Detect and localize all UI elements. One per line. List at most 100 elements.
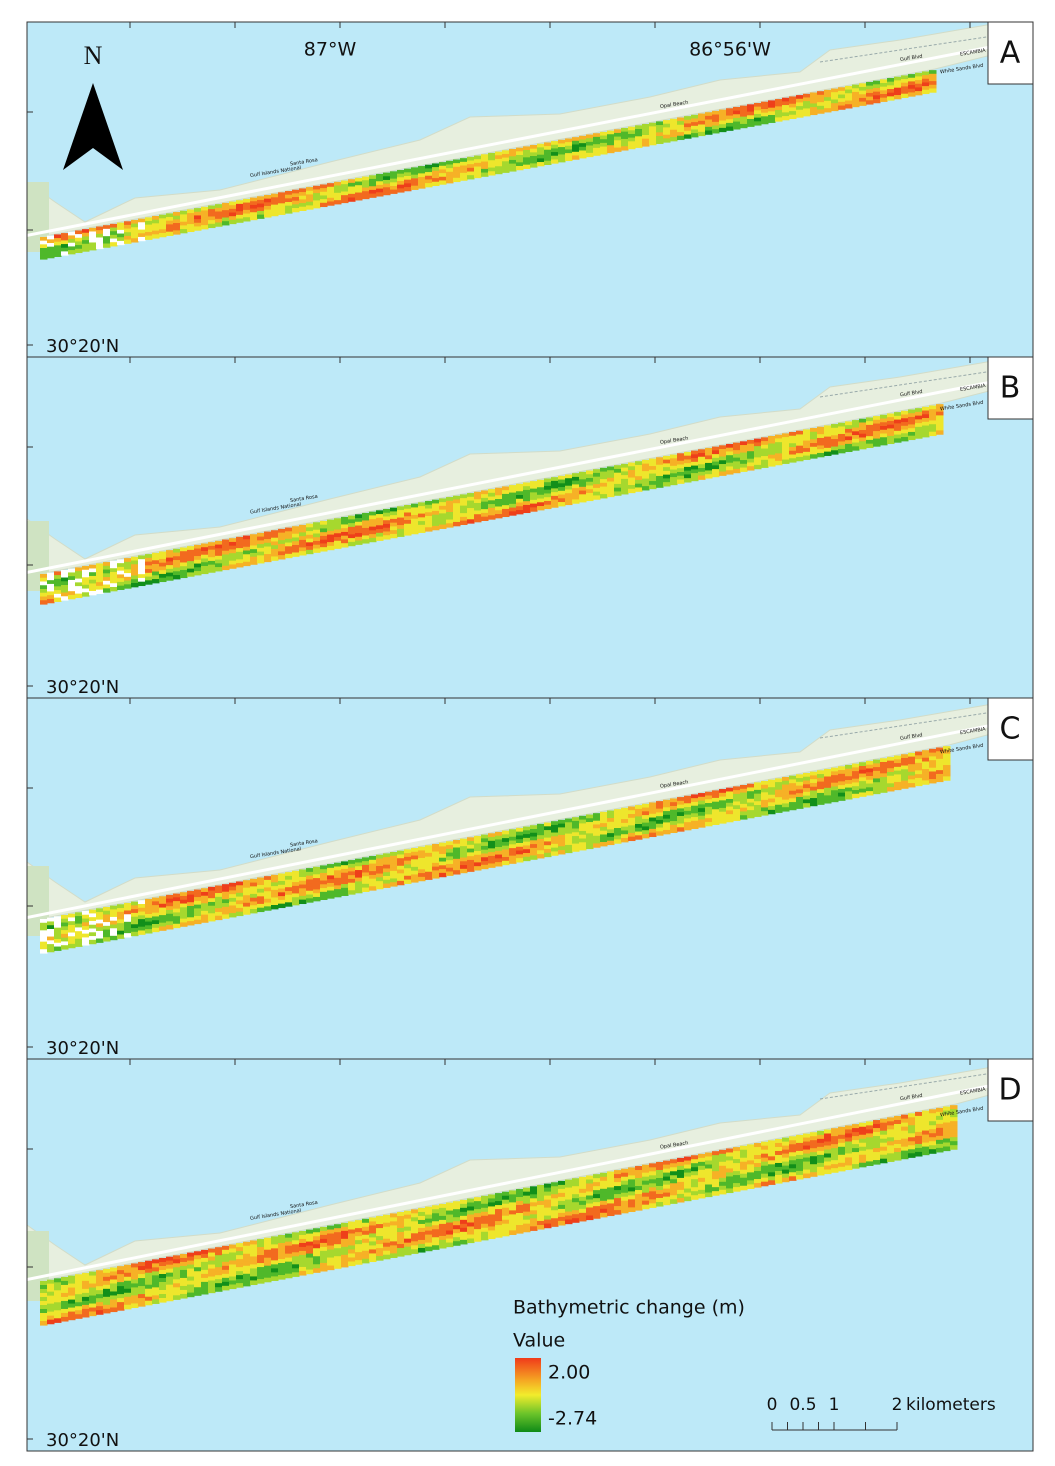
bathymetry-cell — [586, 134, 594, 139]
bathymetry-cell — [194, 1251, 202, 1256]
bathymetry-cell — [110, 905, 118, 910]
bathymetry-cell — [698, 460, 706, 465]
bathymetry-cell — [565, 826, 573, 831]
bathymetry-cell — [306, 1269, 314, 1275]
bathymetry-cell — [656, 1161, 664, 1167]
bathymetry-cell — [586, 825, 594, 831]
bathymetry-cell — [488, 1234, 496, 1240]
bathymetry-cell — [173, 1267, 181, 1272]
bathymetry-cell — [866, 89, 874, 94]
bathymetry-cell — [117, 570, 125, 576]
bathymetry-cell — [754, 113, 762, 119]
bathymetry-cell — [936, 430, 944, 435]
bathymetry-cell — [292, 1260, 300, 1265]
bathymetry-cell — [509, 159, 517, 165]
bathymetry-cell — [222, 1253, 230, 1259]
bathymetry-cell — [803, 776, 811, 782]
bathymetry-cell — [236, 200, 244, 205]
bathymetry-cell — [537, 502, 545, 507]
bathymetry-cell — [516, 1213, 524, 1218]
bathymetry-cell — [782, 433, 790, 438]
bathymetry-cell — [124, 576, 132, 582]
bathymetry-cell — [446, 497, 454, 502]
bathymetry-cell — [453, 521, 461, 527]
place-label: ESCAMBIA — [960, 383, 987, 393]
bathymetry-cell — [635, 136, 643, 141]
bathymetry-cell — [390, 870, 398, 876]
bathymetry-cell — [747, 783, 755, 789]
bathymetry-cell — [348, 179, 356, 184]
bathymetry-cell — [355, 885, 363, 890]
bathymetry-cell — [642, 1168, 650, 1174]
bathymetry-cell — [621, 834, 629, 839]
bathymetry-cell — [740, 105, 748, 110]
bathymetry-cell — [180, 562, 188, 567]
bathymetry-cell — [488, 863, 496, 868]
bathymetry-cell — [831, 1144, 839, 1149]
bathymetry-cell — [166, 1260, 174, 1266]
north-arrow — [63, 83, 123, 170]
bathymetry-cell — [215, 555, 223, 561]
bathymetry-cell — [649, 1167, 657, 1172]
place-label: Gulf Blvd — [900, 1093, 923, 1102]
bathymetry-cell — [299, 203, 307, 208]
bathymetry-cell — [649, 469, 657, 475]
bathymetry-cell — [194, 208, 202, 213]
bathymetry-cell — [362, 868, 370, 874]
bathymetry-cell — [131, 1287, 139, 1293]
bathymetry-cell — [495, 1213, 503, 1218]
panel-label: D — [998, 1073, 1021, 1108]
bathymetry-cell — [467, 1230, 475, 1236]
bathymetry-cell — [544, 833, 552, 839]
bathymetry-cell — [586, 1203, 594, 1209]
bathymetry-cell — [138, 1278, 146, 1283]
bathymetry-cell — [754, 1159, 762, 1164]
bathymetry-cell — [320, 888, 328, 893]
bathymetry-cell — [642, 1204, 650, 1210]
bathymetry-cell — [425, 1218, 433, 1224]
bathymetry-cell — [754, 786, 762, 791]
bathymetry-cell — [383, 1242, 391, 1248]
bathymetry-cell — [271, 1268, 279, 1273]
bathymetry-cell — [817, 98, 825, 103]
bathymetry-cell — [649, 481, 657, 486]
bathymetry-cell — [187, 1292, 195, 1298]
bathymetry-cell — [75, 578, 83, 583]
bathymetry-cell — [894, 1135, 902, 1141]
bathymetry-cell — [873, 759, 881, 764]
bathymetry-cell — [453, 1241, 461, 1246]
bathymetry-cell — [215, 1275, 223, 1280]
bathymetry-cell — [201, 562, 209, 567]
bathymetry-cell — [866, 764, 874, 770]
bathymetry-cell — [733, 812, 741, 818]
bathymetry-cell — [61, 922, 69, 927]
bathymetry-cell — [194, 1267, 202, 1272]
bathymetry-cell — [110, 932, 118, 937]
bathymetry-cell — [600, 486, 608, 491]
bathymetry-cell — [635, 461, 643, 466]
bathymetry-cell — [488, 504, 496, 509]
bathymetry-cell — [950, 1109, 958, 1114]
bathymetry-cell — [124, 910, 132, 915]
bathymetry-cell — [47, 947, 55, 953]
bathymetry-cell — [768, 1156, 776, 1161]
bathymetry-cell — [621, 142, 629, 147]
bathymetry-cell — [131, 564, 139, 569]
bathymetry-cell — [635, 808, 643, 814]
bathymetry-cell — [705, 818, 713, 823]
bathymetry-cell — [831, 439, 839, 444]
bathymetry-cell — [54, 1298, 62, 1303]
bathymetry-cell — [334, 877, 342, 883]
bathymetry-cell — [656, 804, 664, 810]
place-label: ESCAMBIA — [960, 726, 987, 736]
bathymetry-cell — [96, 934, 104, 940]
bathymetry-cell — [887, 1117, 895, 1122]
bathymetry-cell — [642, 1200, 650, 1206]
bathymetry-cell — [68, 576, 76, 581]
bathymetry-cell — [523, 150, 531, 155]
bathymetry-cell — [418, 1231, 426, 1237]
bathymetry-cell — [75, 934, 83, 940]
bathymetry-cell — [474, 847, 482, 852]
bathymetry-cell — [873, 91, 881, 96]
bathymetry-cell — [572, 151, 580, 157]
